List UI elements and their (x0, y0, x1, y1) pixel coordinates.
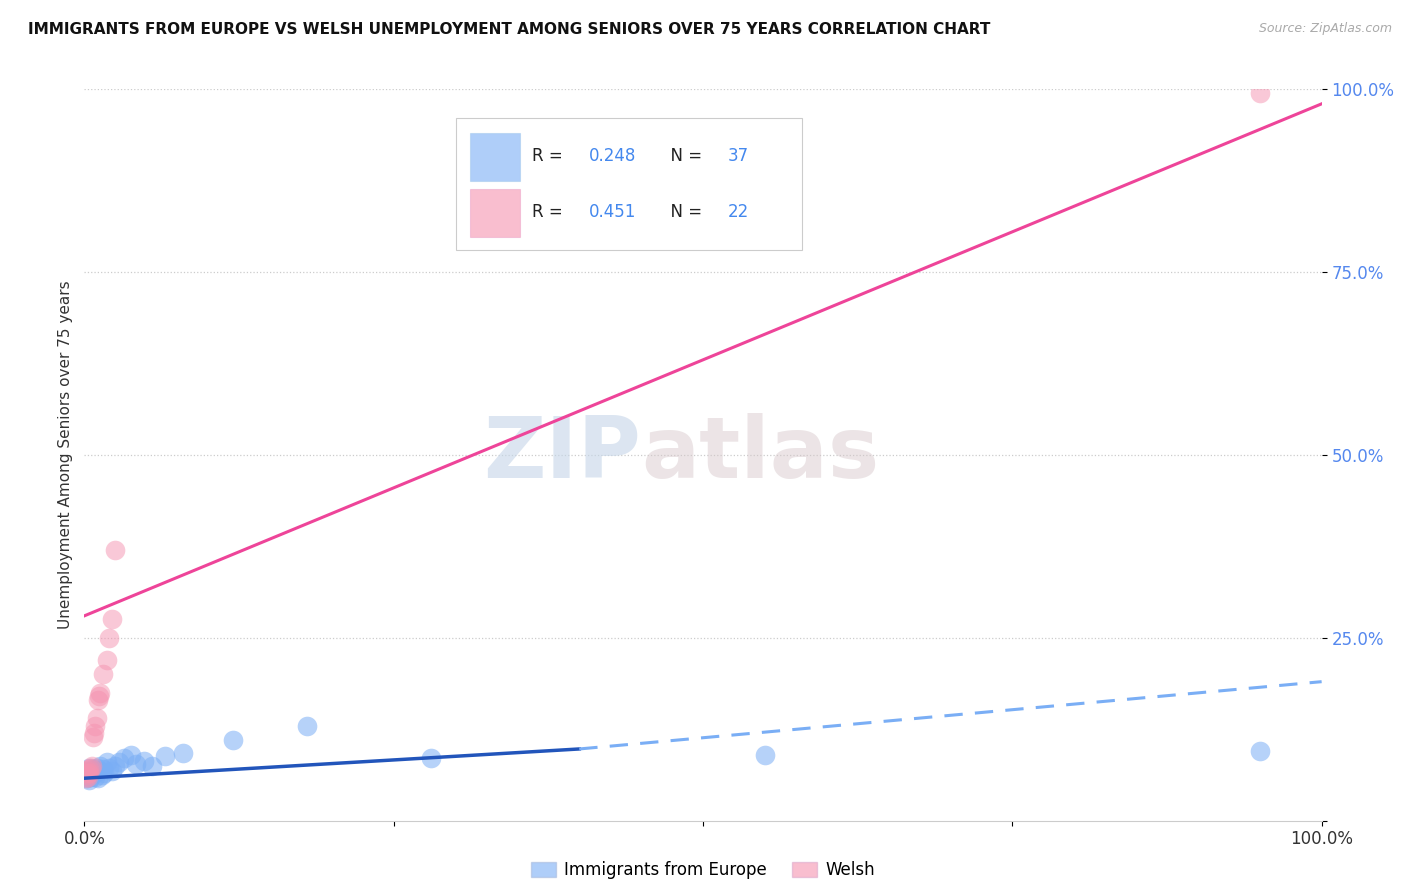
Point (77, 770, 100, 784)
Point (76, 771, 98, 785)
Text: IMMIGRANTS FROM EUROPE VS WELSH UNEMPLOYMENT AMONG SENIORS OVER 75 YEARS CORRELA: IMMIGRANTS FROM EUROPE VS WELSH UNEMPLOY… (28, 22, 990, 37)
Text: 0.248: 0.248 (589, 147, 637, 166)
Point (76, 768, 98, 782)
Point (87, 693, 110, 707)
Point (222, 733, 245, 747)
Point (79, 766, 101, 780)
Point (82, 730, 104, 744)
Legend: Immigrants from Europe, Welsh: Immigrants from Europe, Welsh (524, 855, 882, 886)
Point (89, 758, 111, 772)
Point (79, 761, 101, 775)
Point (1249, 86, 1271, 100)
Point (89, 686, 111, 700)
Point (100, 764, 122, 778)
FancyBboxPatch shape (456, 119, 801, 250)
Point (86, 711, 108, 725)
Text: ZIP: ZIP (484, 413, 641, 497)
Point (295, 718, 318, 732)
Point (141, 758, 163, 772)
Point (96, 755, 118, 769)
Point (96, 653, 118, 667)
Point (91, 763, 114, 777)
Point (83, 766, 105, 780)
Point (104, 543, 127, 558)
Text: R =: R = (533, 147, 568, 166)
Point (79, 761, 101, 775)
Point (120, 747, 142, 762)
Point (100, 613, 122, 627)
Point (76, 766, 98, 780)
Point (1249, 744, 1271, 758)
Point (84, 770, 107, 784)
Point (79, 763, 101, 777)
Point (125, 756, 148, 771)
Point (77, 770, 100, 784)
Point (86, 761, 108, 775)
Point (77, 766, 100, 780)
Point (112, 751, 135, 765)
Text: 22: 22 (728, 203, 749, 221)
Point (754, 747, 776, 762)
Point (132, 754, 155, 768)
Point (79, 773, 101, 788)
Text: atlas: atlas (641, 413, 879, 497)
Point (75, 771, 97, 785)
Point (93, 766, 115, 780)
Point (75, 764, 97, 778)
Text: R =: R = (533, 203, 568, 221)
Point (172, 747, 194, 761)
Point (79, 770, 101, 784)
Point (90, 768, 112, 782)
Text: 0.451: 0.451 (589, 203, 637, 221)
Text: N =: N = (659, 147, 707, 166)
Point (89, 690, 111, 704)
Point (77, 764, 100, 778)
Point (83, 726, 105, 740)
Point (153, 749, 176, 764)
Text: N =: N = (659, 203, 707, 221)
Point (98, 631, 121, 645)
Point (80, 766, 103, 780)
Point (91, 667, 114, 681)
Point (87, 771, 110, 785)
Point (84, 718, 107, 732)
Text: 37: 37 (728, 147, 749, 166)
Point (98, 761, 121, 775)
Point (79, 764, 101, 778)
Point (82, 763, 104, 777)
FancyBboxPatch shape (471, 133, 520, 180)
Point (76, 768, 98, 782)
Point (108, 755, 131, 769)
Y-axis label: Unemployment Among Seniors over 75 years: Unemployment Among Seniors over 75 years (58, 281, 73, 629)
FancyBboxPatch shape (471, 189, 520, 237)
Text: Source: ZipAtlas.com: Source: ZipAtlas.com (1258, 22, 1392, 36)
Point (80, 758, 103, 772)
Point (104, 758, 127, 772)
Point (89, 764, 111, 778)
Point (419, 751, 441, 765)
